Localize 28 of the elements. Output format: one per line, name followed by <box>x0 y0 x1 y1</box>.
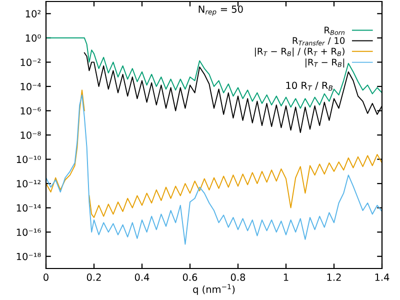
y-tick-label: 10⁻⁸ <box>20 131 41 139</box>
x-tick-label: 1.2 <box>327 274 341 281</box>
legend-label: R$_{Born}$ <box>324 26 344 35</box>
x-tick-label: 0.6 <box>182 274 198 281</box>
line-series <box>46 37 382 109</box>
x-axis-title: q (nm$^{−1}$) <box>193 284 235 295</box>
y-tick-label: 10⁻¹⁴ <box>16 204 41 212</box>
y-tick-label: 10⁻² <box>20 58 41 66</box>
annotation: 10 R$_{T}$ / R$_{B}$ <box>286 82 333 91</box>
x-tick-label: 0.4 <box>134 274 150 281</box>
x-tick-label: 1.4 <box>375 274 390 281</box>
y-tick-label: 10⁻¹⁰ <box>16 156 41 164</box>
y-tick-label: 10⁰ <box>26 34 41 42</box>
legend-label: R$_{Transfer}$ / 10 <box>292 37 345 46</box>
x-tick-label: 0.2 <box>86 274 101 281</box>
y-tick-label: 10² <box>26 10 41 18</box>
y-tick-label: 10⁻¹⁸ <box>16 252 41 260</box>
x-tick-label: 0 <box>44 274 48 281</box>
y-tick-label: 10⁻¹⁶ <box>16 228 41 236</box>
y-tick-label: 10⁻⁶ <box>20 107 41 115</box>
y-tick-label: 10⁻¹² <box>16 180 41 188</box>
x-tick-label: 0.8 <box>230 274 246 281</box>
text: |R$_{T}$ − R$_{B}$| / (R$_{T}$ + R$_{B}$) <box>255 48 344 57</box>
y-tick-label: 10⁻⁴ <box>20 82 41 90</box>
line-series <box>46 94 382 245</box>
annotation: N$_{rep}$ = 50 <box>198 6 243 16</box>
x-tick-label: 1 <box>284 274 288 281</box>
legend-label: |R$_{T}$ − R$_{B}$| <box>306 58 344 68</box>
